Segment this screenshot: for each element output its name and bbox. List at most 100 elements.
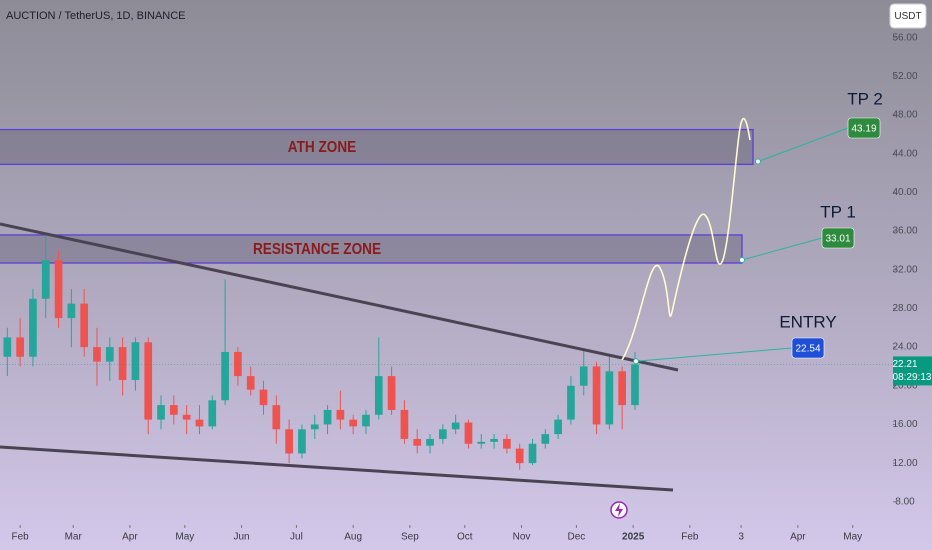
candle-body: [169, 405, 178, 415]
zone-label: ATH ZONE: [288, 139, 357, 156]
candle-body: [208, 400, 217, 427]
candle-body: [554, 419, 562, 435]
x-tick-label: Jun: [233, 532, 249, 543]
x-tick-label: Oct: [457, 532, 473, 543]
candle-body: [400, 409, 409, 439]
candle-body: [105, 347, 114, 362]
candle-body: [221, 351, 229, 401]
candle-body: [3, 337, 12, 357]
candle-body: [80, 303, 89, 348]
candle-body: [490, 438, 498, 442]
currency-button[interactable]: [889, 3, 927, 29]
candle-body: [477, 441, 486, 444]
last-price-label: 22.21: [892, 359, 917, 370]
candle-body: [195, 419, 204, 427]
x-tick-label: 3: [738, 532, 744, 543]
x-tick-label: Feb: [12, 532, 30, 543]
annotation-leader: [757, 127, 849, 163]
candle-body: [426, 438, 434, 446]
x-tick-label: Aug: [344, 532, 362, 543]
x-tick-label: May: [175, 532, 194, 543]
x-tick-label: Dec: [568, 532, 586, 543]
last-price-box: [893, 356, 932, 386]
y-tick-label: 24.00: [892, 342, 917, 353]
candle-body: [157, 405, 165, 420]
candle-body: [336, 409, 345, 420]
zone: [0, 128, 754, 166]
annotation-point: [739, 256, 745, 263]
candle-body: [503, 438, 511, 449]
candle-body: [41, 260, 50, 299]
candle-body: [362, 414, 370, 427]
annotation-value: 33.01: [825, 234, 850, 245]
candle-body: [374, 376, 383, 415]
annotation-leader: [635, 347, 793, 362]
y-tick-label: 32.00: [892, 264, 917, 275]
candle-body: [349, 419, 358, 427]
candle-body: [592, 366, 601, 425]
candle-body: [541, 434, 550, 444]
candle-body: [464, 422, 473, 444]
y-tick-label: 20.00: [892, 380, 917, 391]
candle-body: [618, 371, 627, 406]
candle-body: [246, 376, 255, 390]
candle-body: [310, 424, 319, 430]
y-tick-label: 40.00: [892, 187, 917, 198]
zone-label: RESISTANCE ZONE: [253, 241, 381, 258]
event-bolt: [615, 503, 623, 517]
candle-body: [272, 405, 281, 430]
y-tick-label: 44.00: [892, 148, 917, 159]
upper-trendline: [0, 222, 679, 372]
x-tick-label: Nov: [513, 532, 531, 543]
countdown-label: 08:29:13: [893, 372, 932, 383]
candle-body: [515, 448, 524, 464]
x-tick-label: May: [843, 532, 862, 543]
candle-body: [234, 351, 242, 377]
candle-body: [438, 429, 447, 439]
candle-body: [298, 429, 306, 454]
candle-body: [259, 389, 268, 406]
annotation-box: [821, 227, 855, 249]
annotation-title: ENTRY: [779, 312, 836, 331]
annotation-value: 22.54: [795, 344, 820, 355]
candle-body: [285, 429, 293, 454]
annotation-point: [755, 158, 761, 165]
candle-body: [528, 443, 537, 464]
annotation-point: [633, 358, 639, 365]
candle-body: [67, 303, 76, 319]
candle-body: [118, 347, 127, 380]
y-tick-label: 16.00: [892, 419, 917, 430]
currency-label[interactable]: USDT: [894, 11, 921, 22]
x-tick-label: 2025: [622, 532, 645, 543]
candle-body: [323, 409, 332, 425]
annotation-title: TP 2: [847, 89, 883, 108]
candle-body: [631, 364, 639, 406]
annotation-title: TP 1: [820, 202, 856, 221]
x-tick-label: Apr: [790, 532, 806, 543]
candle-body: [567, 385, 575, 420]
zone: [0, 234, 743, 264]
candle-body: [16, 337, 24, 357]
x-tick-label: Mar: [65, 532, 83, 543]
candle-body: [144, 342, 153, 420]
x-tick-label: Apr: [122, 532, 138, 543]
candle-body: [131, 342, 140, 380]
annotation-value: 43.19: [851, 124, 876, 135]
y-tick-label: 56.00: [892, 32, 917, 43]
candle-body: [579, 366, 588, 386]
x-tick-label: Jul: [290, 532, 303, 543]
candle-body: [387, 376, 396, 410]
candle-body: [451, 422, 460, 430]
annotation-box: [847, 117, 881, 139]
candle-body: [605, 371, 614, 425]
annotation-leader: [741, 237, 823, 261]
x-tick-label: Feb: [681, 532, 699, 543]
annotation-box: [791, 337, 825, 359]
candle-body: [29, 298, 37, 357]
lower-trendline: [0, 445, 674, 492]
y-tick-label: 48.00: [892, 110, 917, 121]
candle-body: [413, 438, 422, 446]
